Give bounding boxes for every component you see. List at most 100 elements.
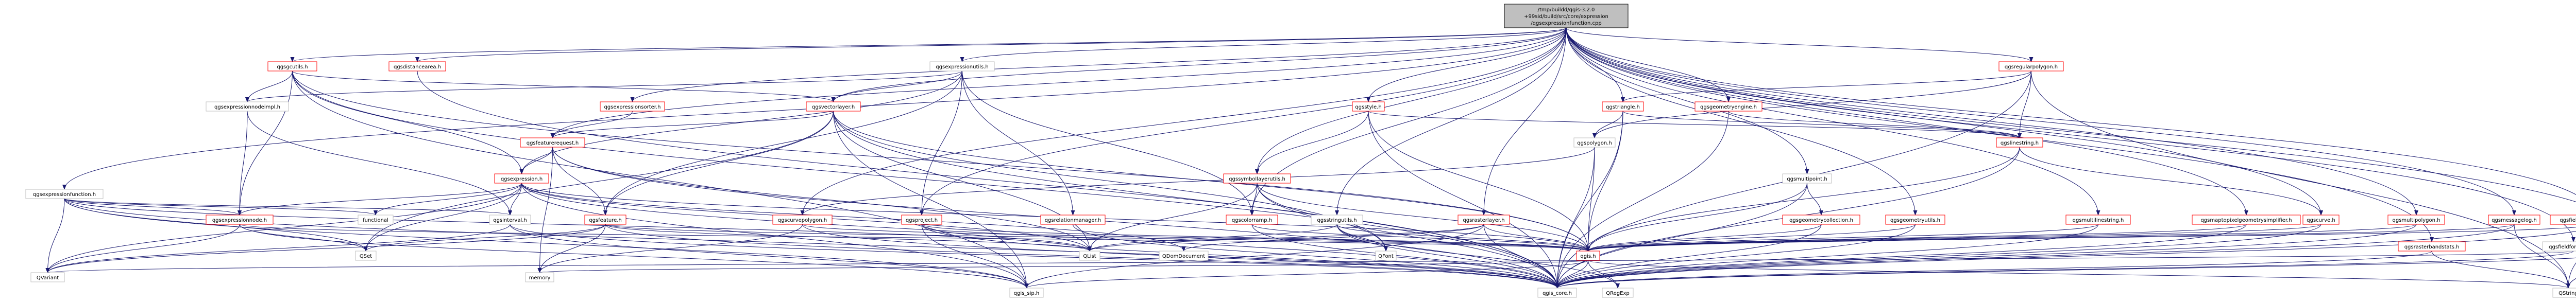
edge-qgsregularpolygon-to-qgstriangle <box>1621 70 2031 102</box>
node-label: qgscurvepolygon.h <box>778 218 827 223</box>
edge-qgspolygon-to-qgis_core <box>1555 147 1595 289</box>
node-qgssymbollayerutils[interactable]: qgssymbollayerutils.h <box>1223 173 1291 184</box>
edge-qgsfieldformatter-to-qvariant <box>46 251 2574 273</box>
edge-qgscolorramp-to-qgis <box>1251 224 1590 252</box>
node-label: qgstriangle.h <box>1606 104 1640 110</box>
node-qgsexpressionsorter[interactable]: qgsexpressionsorter.h <box>600 101 665 112</box>
edge-qgsrasterlayer-to-qgis_core <box>1483 224 1560 289</box>
edge-qgis-to-qstring <box>1588 260 2570 289</box>
edge-qgsgeometrycollection-to-qgis_core <box>1555 224 1822 289</box>
node-qgsmultilinestring[interactable]: qgsmultilinestring.h <box>2065 215 2131 225</box>
edge-qgssymbollayerutils-to-qlist <box>1088 183 1258 252</box>
node-box <box>1504 4 1629 28</box>
node-qgsdistancearea[interactable]: qgsdistancearea.h <box>388 61 446 72</box>
edge-qgsvectorlayer-to-qfont <box>833 111 1388 252</box>
node-qlist[interactable]: QList <box>1079 251 1100 261</box>
node-qgsrasterlayer[interactable]: qgsrasterlayer.h <box>1458 215 1510 225</box>
node-qvariant[interactable]: QVariant <box>30 272 65 282</box>
node-qgsproject[interactable]: qgsproject.h <box>901 215 942 225</box>
edge-qgsfeature-to-qvariant <box>45 224 606 273</box>
node-qgsgeometryutils[interactable]: qgsgeometryutils.h <box>1885 215 1945 225</box>
node-qgsgeometryengine[interactable]: qgsgeometryengine.h <box>1694 101 1762 112</box>
node-label: qgsrasterlayer.h <box>1463 218 1504 223</box>
node-label: QRegExp <box>1606 291 1629 296</box>
node-qgsmultipoint[interactable]: qgsmultipoint.h <box>1782 173 1832 184</box>
node-qgsinterval[interactable]: qgsinterval.h <box>489 215 531 225</box>
node-qgsgeometrycollection[interactable]: qgsgeometrycollection.h <box>1782 215 1860 225</box>
edge-qgsstringutils-to-qlist <box>1088 224 1337 252</box>
node-qgis_core[interactable]: qgis_core.h <box>1537 288 1577 298</box>
edge-qgssymbollayerutils-to-qgscolorramp <box>1250 183 1258 216</box>
edge-qgsrasterlayer-to-qdomdocument <box>1181 224 1484 252</box>
node-memory[interactable]: memory <box>525 272 554 282</box>
node-qgscurvepolygon[interactable]: qgscurvepolygon.h <box>772 215 833 225</box>
edge-qgsstyle-to-qgssymbollayerutils <box>1255 111 1369 174</box>
node-qgsstyle[interactable]: qgsstyle.h <box>1352 101 1385 112</box>
node-qgsexpressionnode[interactable]: qgsexpressionnode.h <box>206 215 274 225</box>
node-qgslinestring[interactable]: qgslinestring.h <box>1996 137 2043 148</box>
node-box <box>1352 101 1385 112</box>
edge-qgscolorrampimpl-to-qgsexpressionnodeimpl <box>245 70 293 102</box>
edge-root-to-qgsexpressionsorter <box>630 27 1567 102</box>
node-functional[interactable]: functional <box>358 215 394 225</box>
node-label: QVariant <box>37 275 59 281</box>
edge-qgsexpressionutils-to-qgsproject <box>920 70 962 216</box>
node-qgsrelationmanager[interactable]: qgsrelationmanager.h <box>1040 215 1106 225</box>
node-qgscolorramp[interactable]: qgscolorramp.h <box>1226 215 1278 225</box>
edge-qgis-to-qgis_sip <box>1024 260 1588 289</box>
node-box <box>1885 215 1945 225</box>
edge-root-to-qgsvectorlayer <box>831 27 1567 102</box>
node-qgsrasterbandstats[interactable]: qgsrasterbandstats.h <box>2398 241 2466 252</box>
edge-root-to-qgsmaptopixelgeometrysimplifier <box>1566 27 2248 216</box>
node-box <box>206 101 289 112</box>
edge-root-to-qgscurvepolygon <box>800 27 1567 216</box>
node-label: qgsgcutils.h <box>277 64 308 70</box>
node-qgsexpressionutils[interactable]: qgsexpressionutils.h <box>929 61 995 72</box>
edge-qgsstyle-to-qgis <box>1368 111 1590 252</box>
node-label: qgsfeature.h <box>589 218 622 223</box>
node-box <box>929 61 995 72</box>
node-label: qgsinterval.h <box>493 218 527 223</box>
node-qgsfeature[interactable]: qgsfeature.h <box>584 215 626 225</box>
node-label: QSet <box>360 254 372 259</box>
node-qgsexpressionnodeimpl[interactable]: qgsexpressionnodeimpl.h <box>206 101 289 112</box>
edge-root-to-qgsstringutils <box>1335 27 1567 216</box>
node-qgsmessagelog[interactable]: qgsmessagelog.h <box>2488 215 2540 225</box>
node-qgsfieldformatter[interactable]: qgsfieldformatter.h <box>2542 241 2576 252</box>
node-qset[interactable]: QSet <box>355 251 377 261</box>
node-qgsstringutils[interactable]: qgsstringutils.h <box>1311 215 1363 225</box>
node-label: qgsmessagelog.h <box>2492 218 2537 223</box>
edge-qgsfeature-to-memory <box>537 224 606 273</box>
node-qregexp[interactable]: QRegExp <box>1602 288 1634 298</box>
node-qstring[interactable]: QString <box>2552 288 2576 298</box>
edge-qgsproject-to-qlist <box>921 224 1092 252</box>
node-qdomdocument[interactable]: QDomDocument <box>1159 251 1209 261</box>
edge-qgsfeaturerequest-to-qlist <box>552 147 1092 252</box>
edge-qgsmessagelog-to-qgis_core <box>1555 224 2515 289</box>
node-qgstriangle[interactable]: qgstriangle.h <box>1602 101 1644 112</box>
node-qgsvectorlayer[interactable]: qgsvectorlayer.h <box>806 101 861 112</box>
node-qgsfeaturerequest[interactable]: qgsfeaturerequest.h <box>520 137 585 148</box>
node-qgscurve[interactable]: qgscurve.h <box>2302 215 2340 225</box>
edge-qgsgeometryengine-to-qgslinestring <box>1728 111 2022 138</box>
node-qgsmultipolygon[interactable]: qgsmultipolygon.h <box>2387 215 2445 225</box>
edge-qgsexpression-to-qdomdocument <box>521 183 1186 252</box>
node-qgsexpression[interactable]: qgsexpression.h <box>494 173 549 184</box>
node-qgsexpressionfunction[interactable]: qgsexpressionfunction.h <box>25 189 104 199</box>
edge-qgsvectorlayer-to-qlist <box>833 111 1092 252</box>
node-qgspolygon[interactable]: qgspolygon.h <box>1573 137 1616 148</box>
edge-root-to-qgsmultipolygon <box>1566 27 2418 216</box>
node-qgis[interactable]: qgis.h <box>1576 251 1600 261</box>
node-qgsregularpolygon[interactable]: qgsregularpolygon.h <box>1998 61 2064 72</box>
edge-qgssymbollayerutils-to-qgis <box>1257 183 1590 252</box>
node-qgsmaptopixelgeometrysimplifier[interactable]: qgsmaptopixelgeometrysimplifier.h <box>2192 215 2301 225</box>
node-box <box>267 61 317 72</box>
node-box <box>1079 251 1100 261</box>
node-label: functional <box>363 218 388 223</box>
node-qfont[interactable]: QFont <box>1375 251 1397 261</box>
node-label: qgsmultipolygon.h <box>2393 218 2441 223</box>
node-qgscolorrampimpl[interactable]: qgsgcutils.h <box>267 61 317 72</box>
node-box <box>600 101 665 112</box>
node-qgsfieldformatterregistry[interactable]: qgsfieldformatterregistry.h <box>2550 215 2576 225</box>
node-qgis_sip[interactable]: qgis_sip.h <box>1009 288 1044 298</box>
